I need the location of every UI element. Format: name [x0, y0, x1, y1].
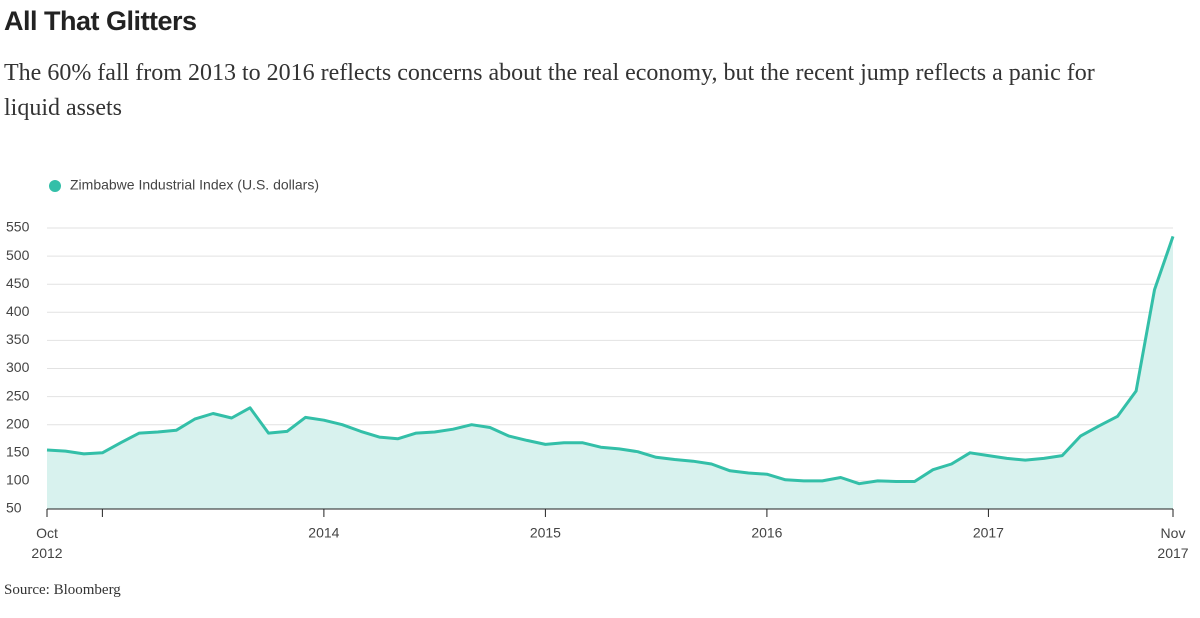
- y-tick-label: 500: [6, 247, 30, 263]
- line: [46, 235, 1175, 486]
- y-tick-label: 400: [6, 303, 30, 319]
- x-tick-label: 2015: [530, 525, 561, 541]
- legend-label: Zimbabwe Industrial Index (U.S. dollars): [70, 177, 319, 193]
- x-tick-label: Nov 2017: [1157, 525, 1188, 561]
- y-tick-label: 250: [6, 387, 30, 403]
- y-tick-label: 550: [6, 219, 30, 235]
- x-tick-label: Oct 2012: [31, 525, 62, 561]
- chart: 50 100 150 200 250 300 350 400 450 500 550 Zimbabwe…: [6, 177, 1189, 561]
- y-tick-label: 350: [6, 331, 30, 347]
- chart-subtitle: The 60% fall from 2013 to 2016 reflects …: [4, 60, 1095, 121]
- y-tick-label: 50: [6, 500, 22, 516]
- area: [47, 236, 1173, 509]
- y-tick-label: 200: [6, 415, 30, 431]
- source-note: Source: Bloomberg: [4, 582, 121, 598]
- y-tick-label: 100: [6, 472, 30, 488]
- y-tick-label: 450: [6, 275, 30, 291]
- y-tick-label: 300: [6, 359, 30, 375]
- x-tick-label: 2016: [751, 525, 782, 541]
- x-tick-label: 2014: [308, 525, 339, 541]
- legend-marker: [49, 180, 61, 192]
- chart-title: All That Glitters: [4, 6, 197, 36]
- x-tick-label: 2017: [973, 525, 1004, 541]
- y-tick-label: 150: [6, 444, 30, 460]
